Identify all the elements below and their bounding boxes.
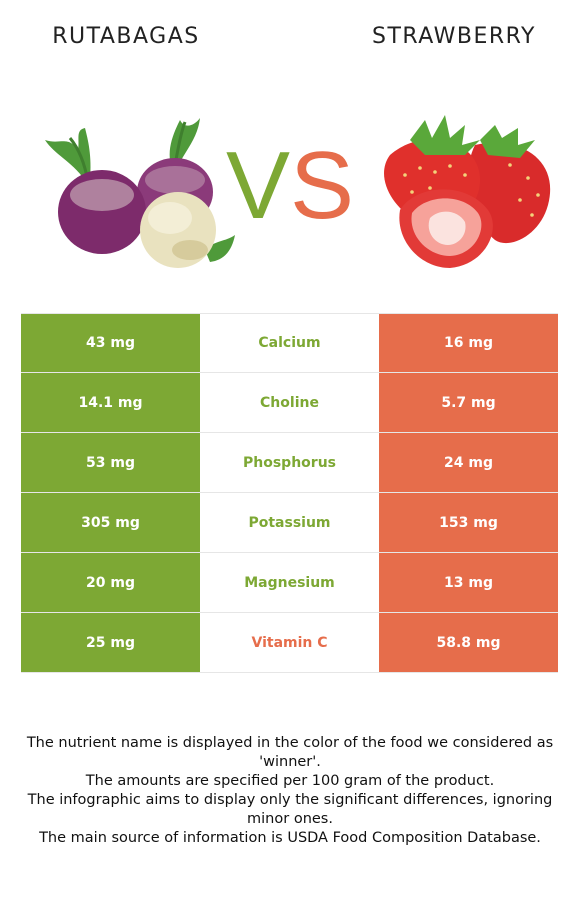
right-value: 58.8 mg: [379, 613, 558, 672]
right-value: 5.7 mg: [379, 373, 558, 432]
rutabagas-image: [30, 100, 250, 280]
right-value: 16 mg: [379, 313, 558, 372]
table-row: 14.1 mg Choline 5.7 mg: [21, 373, 558, 433]
left-food-title: RUTABAGAS: [52, 24, 200, 49]
nutrient-comparison-table: 43 mg Calcium 16 mg 14.1 mg Choline 5.7 mg 53 …: [21, 313, 558, 673]
vs-letter-s: S: [290, 132, 355, 239]
left-value: 25 mg: [21, 613, 200, 672]
table-row: 305 mg Potassium 153 mg: [21, 493, 558, 553]
left-value: 43 mg: [21, 313, 200, 372]
left-value: 20 mg: [21, 553, 200, 612]
nutrient-name: Magnesium: [200, 553, 379, 612]
nutrient-name: Choline: [200, 373, 379, 432]
note-winner-color: The nutrient name is displayed in the co…: [26, 735, 554, 770]
footnotes: The nutrient name is displayed in the co…: [16, 734, 564, 848]
right-value: 24 mg: [379, 433, 558, 492]
note-data-source: The main source of information is USDA F…: [39, 830, 541, 846]
table-row: 25 mg Vitamin C 58.8 mg: [21, 613, 558, 673]
nutrient-name: Vitamin C: [200, 613, 379, 672]
left-value: 53 mg: [21, 433, 200, 492]
right-value: 13 mg: [379, 553, 558, 612]
nutrient-name: Phosphorus: [200, 433, 379, 492]
nutrient-name: Potassium: [200, 493, 379, 552]
note-per-100g: The amounts are specified per 100 gram o…: [85, 773, 495, 789]
table-row: 20 mg Magnesium 13 mg: [21, 553, 558, 613]
nutrient-name: Calcium: [200, 313, 379, 372]
vs-label: VS: [224, 138, 356, 234]
left-value: 305 mg: [21, 493, 200, 552]
right-food-title: STRAWBERRY: [372, 24, 536, 49]
left-value: 14.1 mg: [21, 373, 200, 432]
note-significant-differences: The infographic aims to display only the…: [27, 792, 553, 827]
strawberry-image: [370, 100, 580, 280]
vs-letter-v: V: [225, 132, 290, 239]
table-row: 43 mg Calcium 16 mg: [21, 313, 558, 373]
table-row: 53 mg Phosphorus 24 mg: [21, 433, 558, 493]
right-value: 153 mg: [379, 493, 558, 552]
